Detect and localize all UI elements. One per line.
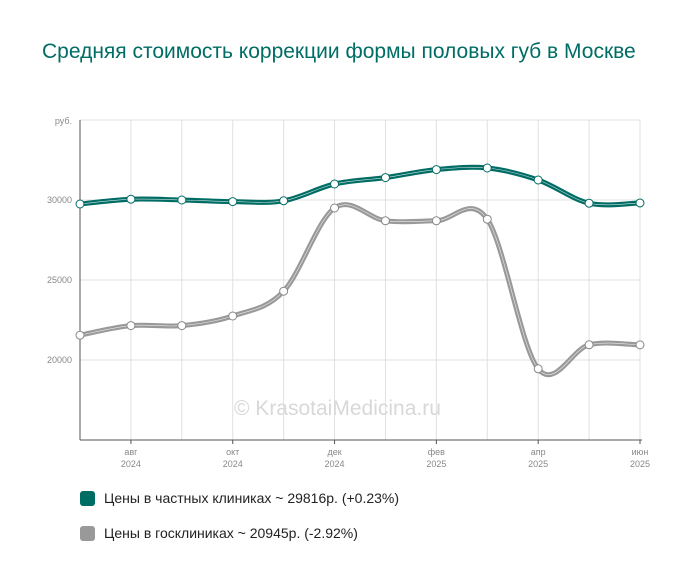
series-line-highlight-1 [79,204,641,376]
data-point-series-0 [279,196,289,206]
x-tick-label: апр [531,447,546,457]
x-tick-label: июн [632,447,649,457]
data-point-series-1 [482,214,492,224]
data-point-series-0 [482,163,492,173]
y-axis-unit-label: руб. [55,116,72,126]
x-tick-year-label: 2024 [223,459,243,469]
data-point-series-1 [279,286,289,296]
legend-item-private[interactable]: Цены в частных клиниках ~ 29816р. (+0.23… [80,490,399,506]
x-tick-year-label: 2025 [426,459,446,469]
legend-swatch-public [80,525,95,541]
legend-item-public[interactable]: Цены в госклиниках ~ 20945р. (-2.92%) [80,525,358,541]
x-tick-year-label: 2024 [325,459,345,469]
watermark: © KrasotaiMedicina.ru [234,397,441,420]
chart-title: Средняя стоимость коррекции формы половы… [42,40,636,63]
x-tick-label: дек [327,447,341,457]
data-point-series-0 [635,198,645,208]
y-tick-label: 20000 [47,355,72,365]
data-point-series-1 [330,203,340,213]
axis-layer: руб. 20000 25000 30000 авг 2024 окт 2024 дек 2024… [47,116,650,469]
data-point-series-1 [380,216,390,226]
data-point-series-0 [380,173,390,183]
data-point-series-0 [533,175,543,185]
data-point-series-0 [75,199,85,209]
x-tick-label: фев [428,447,445,457]
x-tick-label: авг [124,447,138,457]
series-layer [77,164,643,378]
data-point-series-1 [177,321,187,331]
legend-swatch-private [80,490,95,506]
x-tick-year-label: 2024 [121,459,141,469]
data-point-series-1 [635,340,645,350]
series-line-1 [77,202,643,378]
data-point-series-1 [431,216,441,226]
x-tick-label: окт [226,447,239,457]
data-point-series-1 [75,330,85,340]
data-point-series-1 [584,340,594,350]
y-tick-label: 25000 [47,275,72,285]
data-point-series-0 [177,195,187,205]
data-point-series-1 [533,364,543,374]
x-tick-year-label: 2025 [630,459,650,469]
data-point-series-1 [126,321,136,331]
y-tick-label: 30000 [47,195,72,205]
legend-label-private: Цены в частных клиниках ~ 29816р. (+0.23… [104,490,400,506]
data-point-series-0 [126,194,136,204]
point-layer [75,163,645,374]
data-point-series-0 [584,198,594,208]
data-point-series-0 [330,179,340,189]
data-point-series-0 [431,165,441,175]
grid-layer [79,119,641,440]
data-point-series-1 [228,311,238,321]
legend-label-public: Цены в госклиниках ~ 20945р. (-2.92%) [104,525,358,541]
data-point-series-0 [228,197,238,207]
x-tick-year-label: 2025 [528,459,548,469]
